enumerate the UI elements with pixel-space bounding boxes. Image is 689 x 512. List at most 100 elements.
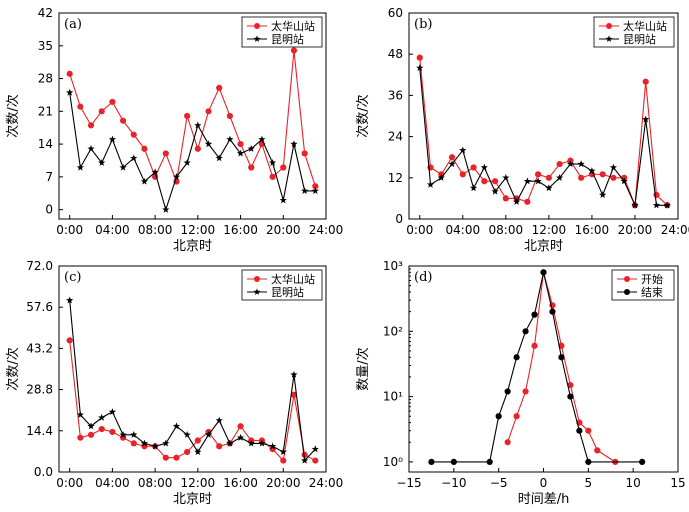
x-axis-label: 北京时 — [173, 239, 212, 254]
x-tick-label: 12:00 — [532, 223, 567, 237]
data-point — [481, 178, 488, 185]
panel-d: −15 −10 −5 0 5 10 15 10⁰ 10¹ 10² 10³ 时间差/h 数量/次 (d) 开始… — [355, 259, 686, 507]
data-point — [172, 422, 181, 430]
data-point — [205, 108, 212, 115]
x-axis-label: 北京时 — [524, 239, 563, 254]
data-point — [470, 164, 477, 171]
data-point — [469, 184, 478, 192]
data-point — [279, 448, 287, 456]
legend-label: 昆明站 — [271, 32, 304, 46]
data-point — [204, 431, 213, 438]
x-tick-label: 12:00 — [181, 223, 216, 237]
data-point — [226, 439, 234, 447]
data-point — [172, 173, 181, 180]
x-tick-label: 08:00 — [138, 223, 173, 237]
data-point — [236, 433, 245, 441]
data-point — [495, 413, 502, 420]
legend-label: 昆明站 — [271, 285, 304, 299]
x-tick-label: 20:00 — [266, 476, 301, 490]
x-tick-label: 15 — [670, 476, 685, 490]
data-point — [642, 115, 650, 123]
data-point — [226, 135, 234, 143]
data-point — [535, 171, 542, 178]
data-point — [268, 159, 277, 166]
data-point — [216, 84, 223, 92]
data-point — [247, 144, 255, 152]
x-axis-label: 北京时 — [173, 492, 212, 507]
data-point — [119, 163, 127, 171]
data-point — [290, 47, 298, 54]
x-tick-label: 08:00 — [489, 223, 524, 237]
data-point — [631, 201, 639, 209]
series-2 — [66, 88, 319, 213]
data-point — [545, 184, 553, 192]
data-point — [130, 431, 138, 438]
data-point — [301, 456, 309, 464]
data-point — [76, 163, 84, 171]
data-point — [290, 391, 298, 398]
series-2 — [66, 296, 319, 464]
data-point — [545, 174, 552, 181]
data-point — [522, 328, 529, 335]
legend-marker — [253, 35, 261, 42]
x-tick-label: 08:00 — [138, 476, 173, 490]
data-point — [639, 458, 646, 465]
x-tick-label: 10 — [626, 476, 641, 490]
data-point — [237, 140, 244, 148]
series-line — [69, 300, 316, 462]
y-tick-label: 21 — [38, 104, 53, 118]
y-tick-label: 24 — [388, 130, 403, 144]
legend-label: 太华山站 — [271, 19, 315, 33]
data-point — [522, 388, 529, 395]
x-tick-label: 16:00 — [223, 476, 258, 490]
y-tick-label: 10³ — [383, 259, 403, 273]
data-point — [162, 439, 170, 447]
panel-label: (c) — [64, 270, 81, 285]
x-tick-label: 24:00 — [661, 223, 689, 237]
data-point — [312, 183, 319, 190]
legend-marker — [624, 289, 630, 295]
data-point — [416, 54, 423, 61]
x-tick-label: 04:00 — [95, 223, 130, 237]
data-point — [173, 454, 180, 461]
data-point — [576, 427, 583, 434]
data-point — [491, 187, 499, 195]
y-tick-label: 10² — [383, 324, 403, 338]
panel-c: 0:00 04:00 08:00 12:00 16:00 20:00 24:00 0.0 14.… — [5, 259, 343, 507]
legend-marker — [606, 23, 612, 29]
data-point — [98, 425, 105, 433]
series-2 — [428, 269, 646, 465]
data-point — [301, 451, 308, 458]
data-point — [609, 163, 618, 171]
data-point — [76, 410, 84, 418]
data-point — [109, 98, 116, 106]
data-point — [523, 177, 531, 185]
data-point — [268, 442, 277, 450]
data-point — [108, 135, 117, 143]
data-point — [248, 164, 255, 171]
data-point — [151, 168, 159, 176]
x-tick-label: 5 — [585, 476, 593, 490]
data-point — [194, 437, 201, 444]
legend-label: 昆明站 — [623, 32, 656, 46]
data-point — [556, 174, 564, 181]
data-point — [585, 458, 592, 465]
plot-frame — [58, 12, 327, 220]
data-point — [141, 145, 148, 152]
data-point — [585, 427, 592, 434]
data-point — [502, 195, 509, 202]
y-tick-label: 12 — [388, 171, 403, 185]
data-point — [290, 140, 298, 148]
data-point — [119, 431, 127, 438]
legend-frame — [611, 269, 675, 301]
legend-label: 结束 — [641, 286, 663, 299]
data-point — [183, 159, 191, 166]
data-point — [247, 439, 255, 447]
data-point — [540, 269, 547, 276]
data-point — [215, 154, 223, 162]
y-tick-label: 35 — [38, 39, 53, 53]
data-point — [98, 108, 105, 115]
